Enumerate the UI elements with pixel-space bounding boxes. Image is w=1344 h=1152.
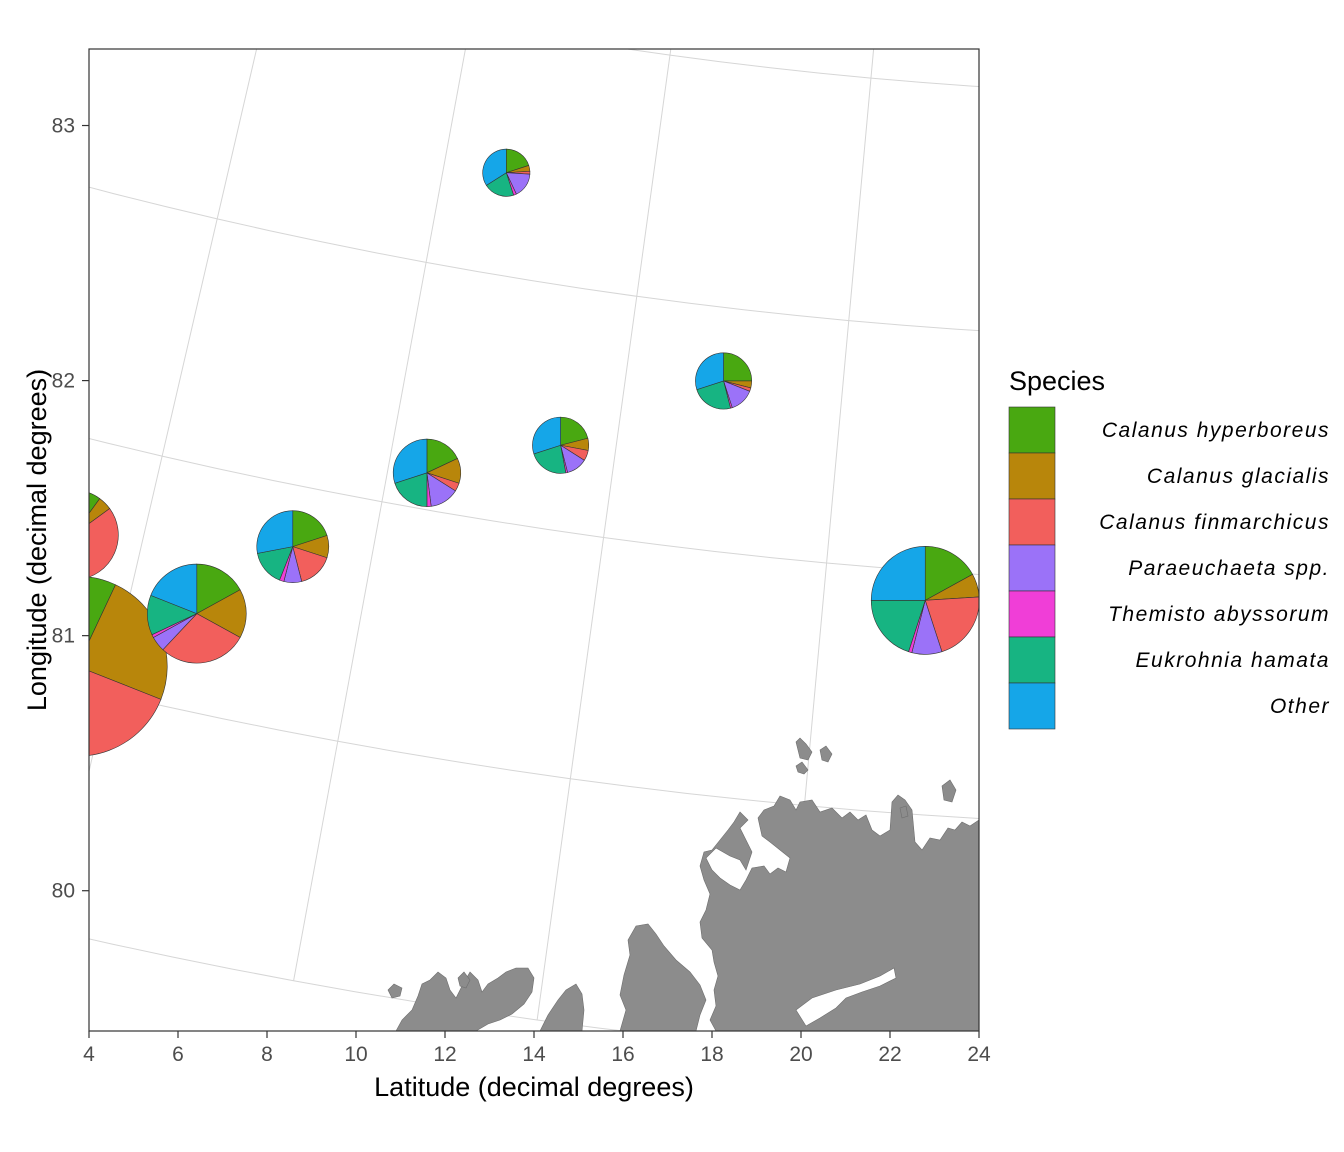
- fjord-cutout: [795, 967, 897, 1027]
- pie-slice: [392, 438, 428, 484]
- pie-slice: [1252, 325, 1259, 335]
- small-island-e: [795, 761, 809, 775]
- y-tick-label: 81: [52, 625, 75, 648]
- x-tick-label: 18: [700, 1043, 723, 1066]
- pie-slice: [1259, 325, 1266, 335]
- pie-slice: [924, 596, 979, 653]
- x-tick-label: 12: [433, 1043, 456, 1066]
- pie-slice: [532, 416, 561, 455]
- svalbard-west-land: [619, 923, 707, 1031]
- pie-slice: [482, 148, 507, 186]
- x-axis: 4 6 8 10 12 14 16 18 20 22 24: [83, 1031, 991, 1066]
- pie-slice: [1256, 325, 1260, 335]
- legend-label: Calanus finmarchicus: [1099, 511, 1330, 534]
- station-pie: [146, 563, 247, 664]
- legend-key: [1008, 590, 1056, 638]
- station-pie: [482, 148, 531, 197]
- legend-key: [1008, 636, 1056, 684]
- station-pie: [695, 352, 752, 410]
- pie-slice: [256, 510, 294, 554]
- small-island-b: [457, 971, 471, 989]
- legend-key: [1008, 544, 1056, 592]
- pie-slice: [52, 535, 79, 580]
- grid-parallel: [89, 437, 979, 576]
- pie-slice: [560, 416, 589, 446]
- pie-slice: [196, 589, 247, 638]
- legend-key: [1008, 682, 1056, 730]
- pie-slice: [1249, 325, 1259, 332]
- grid-parallel: [89, 186, 979, 332]
- pie-slice: [292, 510, 328, 548]
- pie-slice: [150, 563, 198, 615]
- x-tick-label: 22: [878, 1043, 901, 1066]
- pie-slice: [870, 600, 926, 653]
- pie-slice: [925, 573, 979, 601]
- legend-label: Other: [1270, 695, 1330, 718]
- small-island-c: [795, 737, 813, 761]
- pie-slice: [89, 670, 162, 756]
- x-tick-label: 6: [172, 1043, 184, 1066]
- legend: Species Calanus hyperboreus Calanus glaci…: [1008, 366, 1330, 730]
- small-island-a: [387, 983, 403, 999]
- y-tick-label: 82: [52, 370, 75, 393]
- pie-slice: [162, 613, 241, 664]
- pie-slice: [723, 352, 752, 382]
- station-pie: [532, 416, 590, 474]
- legend-key: [1008, 406, 1056, 454]
- small-island-d: [819, 745, 833, 763]
- x-tick-label: 4: [83, 1043, 95, 1066]
- pie-slice: [924, 546, 973, 601]
- northwest-islands: [395, 967, 535, 1031]
- legend-label: Calanus hyperboreus: [1102, 419, 1330, 442]
- legend-title: Species: [1009, 366, 1105, 396]
- pie-slice: [1259, 325, 1262, 335]
- land-masses: [387, 737, 979, 1031]
- legend-key: [1008, 498, 1056, 546]
- station-pie: [392, 438, 461, 507]
- station-pie: [1249, 315, 1269, 335]
- svalbard-main-land: [699, 794, 979, 1031]
- pie-slice: [196, 563, 241, 615]
- pie-slice: [870, 546, 926, 601]
- legend-key: [1008, 452, 1056, 500]
- x-tick-label: 24: [967, 1043, 991, 1066]
- x-tick-label: 16: [611, 1043, 634, 1066]
- pie-slice: [394, 472, 428, 507]
- x-tick-label: 20: [789, 1043, 812, 1066]
- pie-charts: [49, 148, 1269, 756]
- station-pie: [870, 546, 979, 655]
- x-tick-label: 14: [522, 1043, 546, 1066]
- pie-slice: [49, 535, 73, 574]
- pie-slice: [696, 380, 731, 410]
- x-axis-title: Latitude (decimal degrees): [374, 1072, 694, 1102]
- station-pie: [256, 510, 330, 583]
- y-tick-label: 83: [52, 115, 75, 138]
- y-tick-label: 80: [52, 880, 75, 903]
- grid-parallel: [624, 49, 979, 88]
- legend-label: Calanus glacialis: [1147, 465, 1330, 488]
- x-tick-label: 10: [344, 1043, 367, 1066]
- small-island-g: [899, 805, 909, 819]
- pie-slice: [1259, 315, 1269, 333]
- y-axis-title: Longitude (decimal degrees): [22, 369, 52, 711]
- grid-parallel: [89, 688, 979, 820]
- pie-slice: [533, 444, 567, 474]
- prins-karls-forland: [539, 983, 585, 1031]
- grid-meridian: [536, 49, 672, 1021]
- y-axis: 80 81 82 83: [52, 115, 89, 903]
- x-tick-label: 8: [261, 1043, 273, 1066]
- legend-label: Paraeuchaeta spp.: [1128, 557, 1330, 580]
- legend-label: Eukrohnia hamata: [1136, 649, 1330, 672]
- pie-slice: [1249, 315, 1259, 328]
- legend-label: Themisto abyssorum: [1108, 603, 1330, 626]
- pie-slice: [89, 508, 119, 578]
- pie-slice: [695, 352, 724, 391]
- small-island-f: [941, 779, 957, 803]
- grid-meridian: [293, 49, 466, 981]
- station-pie: [49, 492, 119, 580]
